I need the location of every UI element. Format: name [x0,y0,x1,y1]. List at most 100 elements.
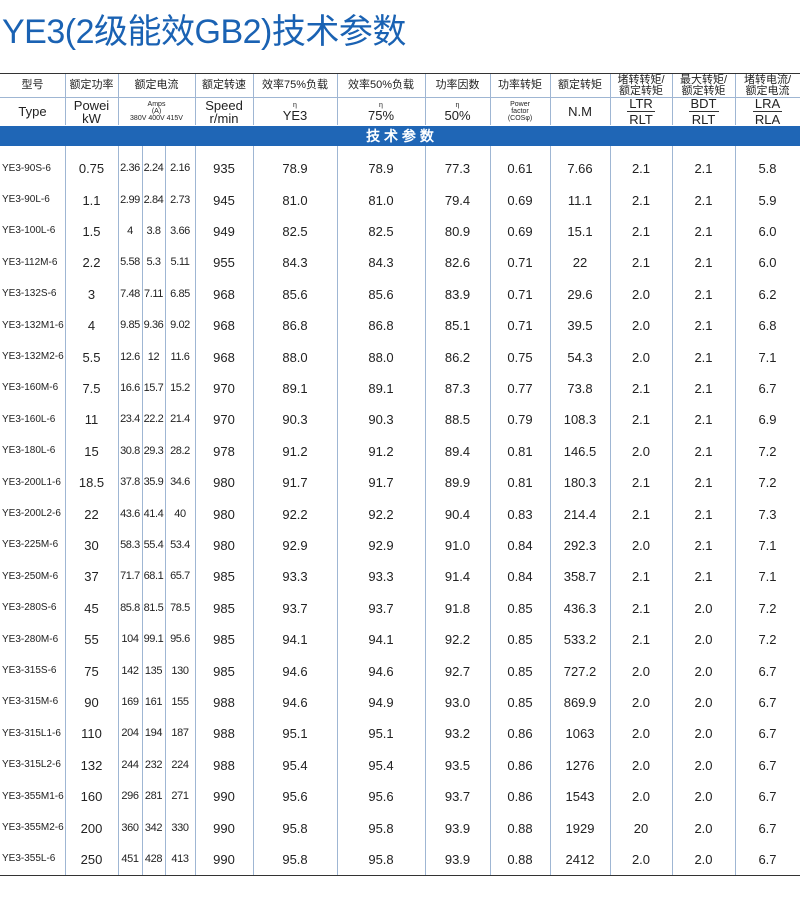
data-cell: 2.1 [631,600,651,616]
data-cell: 135 [144,664,163,677]
header-text: 额定电流 [745,84,790,97]
data-cell: 6.0 [758,255,777,271]
data-cell: 93.3 [282,569,308,585]
data-cell: 91.7 [368,475,394,491]
data-cell: 413 [171,852,189,865]
data-cell: 244 [121,758,139,771]
data-cell: 92.9 [368,537,394,553]
data-cell: 89.9 [444,475,471,491]
column-rule [253,74,254,125]
data-cell: 94.6 [282,694,308,710]
data-cell: 104 [121,633,139,646]
data-cell: 21.4 [170,413,190,426]
data-cell: 980 [213,475,235,491]
data-cell: 30 [84,537,99,553]
column-rule [65,74,66,125]
data-cell: 130 [171,664,189,677]
unit-cell: Amps (A) 380V 400V 415V [118,98,195,125]
data-cell: 92.2 [282,506,308,522]
data-cell: 2.73 [170,193,190,206]
header-text: 型号 [21,79,44,91]
unit-text: η [455,101,460,109]
unit-cell: Power factor (COSφ) [490,98,550,125]
data-cell: 88.0 [282,349,308,365]
data-cell: 7.2 [758,443,777,459]
data-cell: 436.3 [563,600,597,616]
data-cell: 2.1 [694,161,713,177]
data-cell: 95.4 [282,757,308,773]
data-cell: 0.86 [507,757,533,773]
data-cell: 35.9 [143,476,164,489]
column-rule [65,146,66,876]
data-cell: 9.36 [143,319,164,332]
data-cell: 45 [84,600,99,616]
data-cell: 85.1 [444,318,471,334]
header-text: 额定功率 [69,79,114,91]
data-cell: 1063 [565,726,595,742]
data-cell: 2.1 [631,475,651,491]
data-cell: 0.85 [507,600,533,616]
data-cell: 2.2 [82,255,101,271]
data-cell: 2.0 [631,349,651,365]
data-cell: YE3-132S-6 [2,288,57,300]
data-cell: 0.84 [507,537,533,553]
data-cell: 1929 [565,820,595,836]
data-cell: 7.48 [120,287,140,300]
data-cell: 5.58 [120,256,140,269]
data-cell: 88.0 [368,349,394,365]
data-cell: 1.1 [82,192,101,208]
data-cell: 78.9 [282,161,308,177]
header-cell: 额定电流 [118,74,195,97]
data-cell: YE3-200L1-6 [2,476,61,488]
data-cell: 2.36 [120,162,140,175]
data-cell: 95.8 [368,851,394,867]
data-cell: 84.3 [282,255,308,271]
unit-text: Amps [147,101,166,108]
data-cell: YE3-160M-6 [2,382,59,394]
data-cell: 2.0 [694,757,713,773]
data-cell: 0.75 [78,161,105,177]
column-rule [142,146,143,876]
data-cell: 85.8 [120,601,140,614]
data-cell: 204 [121,727,139,740]
data-cell: 80.9 [444,223,471,239]
unit-text: kW [82,110,101,126]
data-cell: 988 [213,726,235,742]
data-cell: 2.0 [694,663,713,679]
data-cell: 55.4 [143,538,164,551]
data-cell: 90.4 [444,506,471,522]
unit-text: 75% [367,107,395,123]
unit-cell: η 50% [425,98,490,125]
column-rule [253,146,254,876]
data-cell: YE3-90S-6 [2,162,51,174]
data-cell: YE3-100L-6 [2,225,56,237]
data-cell: 281 [144,790,163,803]
unit-text: Powei [73,97,110,113]
data-cell: 985 [213,569,235,585]
data-cell: 0.86 [507,789,533,805]
data-cell: 95.1 [368,726,394,742]
data-cell: YE3-355L-6 [2,853,56,865]
data-cell: 2.99 [120,193,140,206]
data-cell: 39.5 [567,318,593,334]
data-cell: 93.3 [368,569,394,585]
data-cell: 296 [121,790,139,803]
data-cell: 5.8 [758,161,777,177]
data-cell: 2.24 [143,162,164,175]
data-cell: 94.1 [282,632,308,648]
header-cell: 额定功率 [65,74,118,97]
unit-text: LTR [627,96,655,112]
data-cell: 12 [147,350,160,363]
data-cell: 108.3 [563,412,597,428]
unit-text: Speed [205,97,243,113]
data-cell: 6.2 [758,286,777,302]
data-cell: 2.0 [694,820,713,836]
unit-text: N.M [568,104,592,119]
data-cell: 73.8 [567,380,593,396]
column-rule [118,146,119,876]
header-cell: 功率因数 [425,74,490,97]
data-cell: 37.8 [120,476,140,489]
data-cell: 87.3 [444,380,471,396]
unit-text: RLT [629,112,653,127]
